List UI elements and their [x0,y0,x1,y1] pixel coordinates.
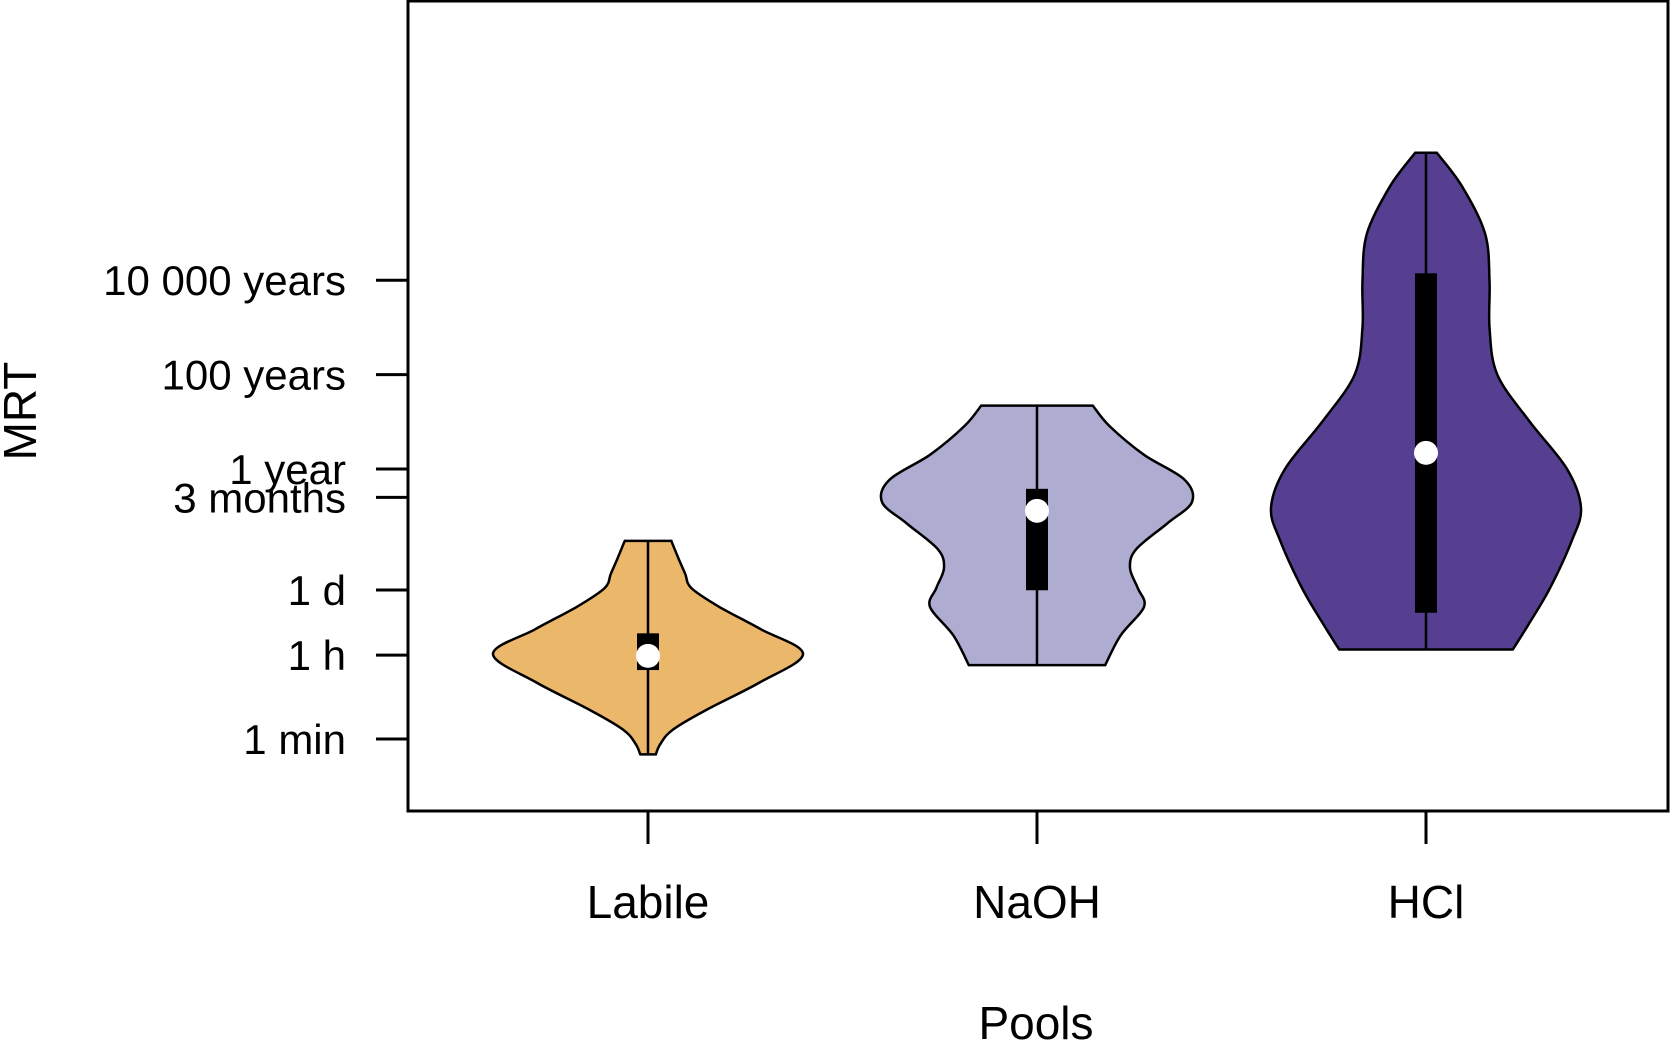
y-tick-label: 3 months [173,474,346,521]
y-tick-label: 1 year [229,446,346,493]
y-axis-title: MRT [0,362,46,461]
y-tick-label: 10 000 years [103,257,346,304]
x-axis-title: Pools [978,997,1093,1041]
y-tick-label: 1 min [243,716,346,763]
y-tick-label: 1 d [288,567,346,614]
x-tick-label: Labile [587,876,710,928]
y-tick-label: 1 h [288,632,346,679]
x-axis: Labile NaOH HCl [587,811,1465,928]
violins [491,151,1583,756]
violin-median-point [636,643,660,668]
x-tick-label: NaOH [973,876,1101,928]
x-tick-label: HCl [1388,876,1465,928]
violin-median-point [1414,440,1438,465]
violin-median-point [1025,498,1049,523]
y-tick-label: 100 years [162,352,346,399]
